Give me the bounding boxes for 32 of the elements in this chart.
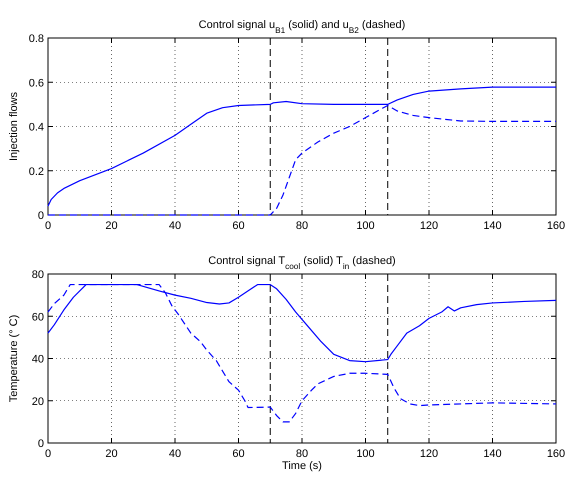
- x-tick-label: 80: [296, 220, 308, 232]
- x-tick-label: 120: [420, 448, 438, 460]
- y-tick-label: 0.8: [28, 33, 44, 45]
- y-tick-label: 0.4: [28, 122, 44, 134]
- y-tick-label: 0: [38, 438, 44, 450]
- x-tick-label: 100: [356, 448, 375, 460]
- x-tick-label: 140: [483, 448, 502, 460]
- x-tick-label: 160: [546, 220, 566, 232]
- x-tick-label: 60: [232, 220, 245, 232]
- chart-title: Control signal T$_{cool}$ (solid) T$_{in}$ (dashed): [208, 255, 396, 270]
- y-tick-label: 0.6: [28, 77, 44, 90]
- y-tick-label: 0: [38, 210, 44, 222]
- y-tick-label: 80: [32, 269, 44, 281]
- chart-title: Control signal u$_{B1}$ (solid) and u$_{B2}$ (dashed): [198, 19, 406, 34]
- line-series: [47, 284, 557, 422]
- y-tick-label: 0.2: [28, 166, 44, 178]
- x-tick-label: 40: [168, 220, 182, 232]
- x-tick-label: 160: [546, 448, 566, 460]
- x-axis-title: Time (s): [282, 460, 322, 472]
- x-tick-label: 20: [105, 448, 118, 460]
- x-tick-label: 120: [420, 220, 438, 232]
- x-tick-label: 40: [168, 448, 182, 460]
- y-tick-label: 20: [32, 396, 44, 408]
- y-axis-title: Injection flows: [8, 91, 20, 162]
- x-tick-label: 140: [483, 220, 502, 232]
- x-tick-label: 80: [296, 448, 308, 460]
- x-tick-label: 100: [356, 220, 375, 232]
- x-tick-label: 20: [105, 220, 118, 232]
- y-axis-title: Temperature (° C): [8, 314, 20, 402]
- y-tick-label: 40: [32, 354, 44, 366]
- x-tick-label: 60: [232, 448, 245, 460]
- y-tick-label: 60: [32, 311, 44, 324]
